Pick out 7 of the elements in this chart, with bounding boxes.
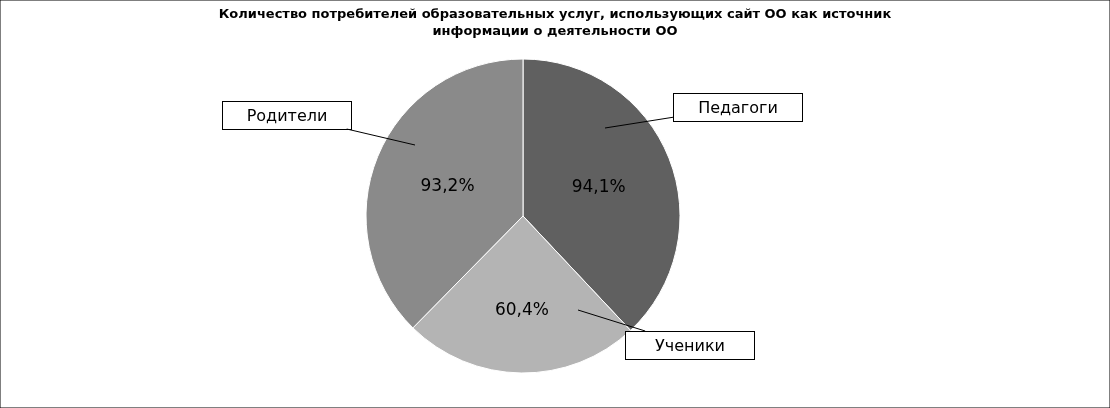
data-label: 93,2% (420, 175, 475, 196)
data-label: 94,1% (571, 176, 626, 197)
data-label: 60,4% (494, 298, 549, 319)
slice-label: Родители (246, 106, 328, 125)
slice-label: Ученики (655, 336, 725, 355)
chart-title: Количество потребителей образовательных услуг, использующих сайт ОО как источник информации о деятельности ОО (218, 6, 892, 39)
slice-label: Педагоги (698, 98, 778, 117)
